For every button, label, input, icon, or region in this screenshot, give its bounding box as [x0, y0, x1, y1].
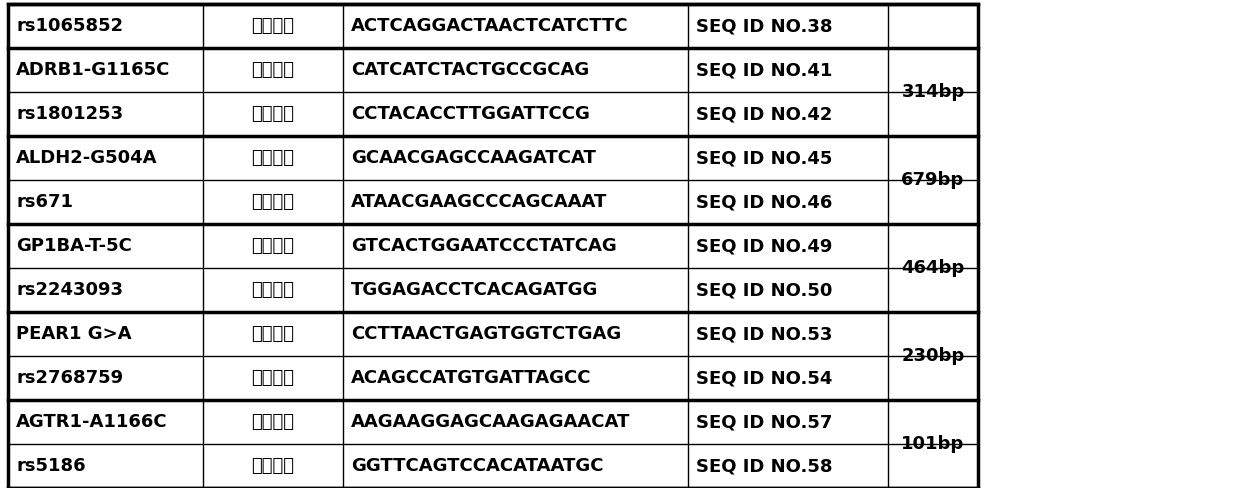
Text: SEQ ID NO.54: SEQ ID NO.54 — [696, 369, 832, 387]
Text: 上游引物: 上游引物 — [252, 237, 295, 255]
Text: 下游引物: 下游引物 — [252, 105, 295, 123]
Text: TGGAGACCTCACAGATGG: TGGAGACCTCACAGATGG — [351, 281, 599, 299]
Text: 101bp: 101bp — [901, 435, 965, 453]
Text: ACAGCCATGTGATTAGCC: ACAGCCATGTGATTAGCC — [351, 369, 591, 387]
Text: 下游引物: 下游引物 — [252, 17, 295, 35]
Text: 下游引物: 下游引物 — [252, 281, 295, 299]
Text: ADRB1-G1165C: ADRB1-G1165C — [16, 61, 170, 79]
Text: GGTTCAGTCCACATAATGC: GGTTCAGTCCACATAATGC — [351, 457, 604, 475]
Text: rs2243093: rs2243093 — [16, 281, 123, 299]
Text: GP1BA-T-5C: GP1BA-T-5C — [16, 237, 131, 255]
Text: 上游引物: 上游引物 — [252, 61, 295, 79]
Text: 上游引物: 上游引物 — [252, 325, 295, 343]
Text: AGTR1-A1166C: AGTR1-A1166C — [16, 413, 167, 431]
Text: SEQ ID NO.42: SEQ ID NO.42 — [696, 105, 832, 123]
Text: 下游引物: 下游引物 — [252, 457, 295, 475]
Text: ALDH2-G504A: ALDH2-G504A — [16, 149, 157, 167]
Text: rs671: rs671 — [16, 193, 73, 211]
Text: SEQ ID NO.46: SEQ ID NO.46 — [696, 193, 832, 211]
Text: SEQ ID NO.58: SEQ ID NO.58 — [696, 457, 832, 475]
Text: 下游引物: 下游引物 — [252, 369, 295, 387]
Text: SEQ ID NO.57: SEQ ID NO.57 — [696, 413, 832, 431]
Text: CCTACACCTTGGATTCCG: CCTACACCTTGGATTCCG — [351, 105, 590, 123]
Text: GTCACTGGAATCCCTATCAG: GTCACTGGAATCCCTATCAG — [351, 237, 616, 255]
Text: ACTCAGGACTAACTCATCTTC: ACTCAGGACTAACTCATCTTC — [351, 17, 629, 35]
Text: PEAR1 G>A: PEAR1 G>A — [16, 325, 131, 343]
Text: GCAACGAGCCAAGATCAT: GCAACGAGCCAAGATCAT — [351, 149, 596, 167]
Text: 314bp: 314bp — [901, 83, 965, 101]
Text: CCTTAACTGAGTGGTCTGAG: CCTTAACTGAGTGGTCTGAG — [351, 325, 621, 343]
Text: rs5186: rs5186 — [16, 457, 86, 475]
Text: SEQ ID NO.49: SEQ ID NO.49 — [696, 237, 832, 255]
Text: SEQ ID NO.41: SEQ ID NO.41 — [696, 61, 832, 79]
Text: SEQ ID NO.38: SEQ ID NO.38 — [696, 17, 832, 35]
Text: ATAACGAAGCCCAGCAAAT: ATAACGAAGCCCAGCAAAT — [351, 193, 608, 211]
Text: rs2768759: rs2768759 — [16, 369, 123, 387]
Text: 679bp: 679bp — [901, 171, 965, 189]
Text: rs1801253: rs1801253 — [16, 105, 123, 123]
Text: SEQ ID NO.53: SEQ ID NO.53 — [696, 325, 832, 343]
Text: SEQ ID NO.50: SEQ ID NO.50 — [696, 281, 832, 299]
Text: AAGAAGGAGCAAGAGAACAT: AAGAAGGAGCAAGAGAACAT — [351, 413, 630, 431]
Text: 230bp: 230bp — [901, 347, 965, 365]
Bar — [7, 4, 978, 488]
Text: CATCATCTACTGCCGCAG: CATCATCTACTGCCGCAG — [351, 61, 589, 79]
Text: 上游引物: 上游引物 — [252, 413, 295, 431]
Text: 464bp: 464bp — [901, 259, 965, 277]
Text: 下游引物: 下游引物 — [252, 193, 295, 211]
Text: 上游引物: 上游引物 — [252, 149, 295, 167]
Text: rs1065852: rs1065852 — [16, 17, 123, 35]
Text: SEQ ID NO.45: SEQ ID NO.45 — [696, 149, 832, 167]
